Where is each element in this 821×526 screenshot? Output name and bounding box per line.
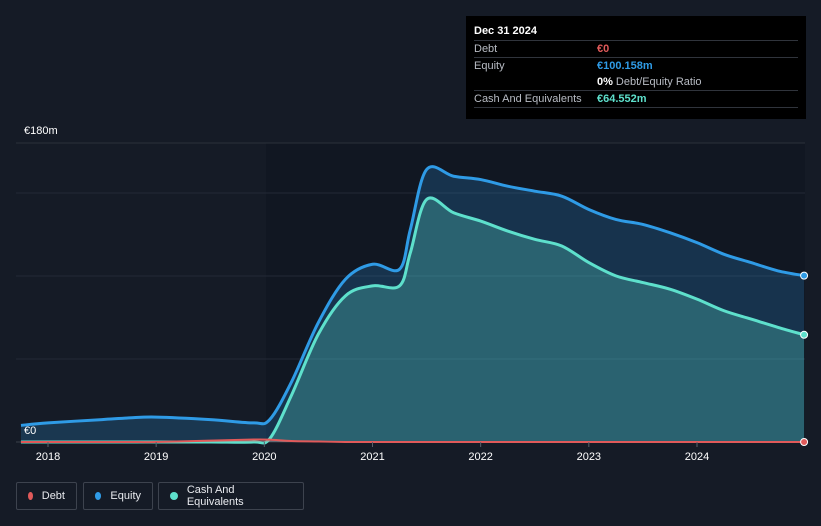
tooltip-row-cash: Cash And Equivalents €64.552m [474, 90, 798, 108]
tooltip-date: Dec 31 2024 [474, 25, 537, 37]
equity-line [20, 165, 805, 427]
tooltip-row-ratio: 0% Debt/Equity Ratio [474, 74, 798, 90]
tooltip-ratio-value: 0% [597, 76, 613, 88]
tooltip-debt-label: Debt [474, 43, 498, 55]
x-tick-label: 2020 [252, 451, 276, 463]
tooltip-debt-value: €0 [597, 43, 610, 55]
tooltip-ratio-label: Debt/Equity Ratio [615, 76, 702, 88]
equity-area [20, 166, 805, 443]
legend-cash[interactable]: Cash And Equivalents [158, 482, 304, 510]
debt-line [20, 438, 805, 444]
y-tick-max: €180m [24, 125, 58, 137]
tooltip-panel: Dec 31 2024 Debt €0 Equity €100.158m 0% … [466, 16, 806, 119]
equity-end-point[interactable] [800, 271, 809, 280]
x-tick-label: 2024 [685, 451, 709, 463]
legend-equity-dot [95, 492, 102, 500]
cash-and-equivalents-area [20, 197, 805, 444]
tooltip-row-debt: Debt €0 [474, 40, 798, 57]
tooltip-equity-value: €100.158m [597, 60, 653, 72]
legend-debt-label: Debt [41, 490, 65, 502]
tooltip-cash-value: €64.552m [597, 93, 647, 105]
x-tick-label: 2023 [577, 451, 601, 463]
x-tick-label: 2021 [360, 451, 384, 463]
tooltip-equity-label: Equity [474, 60, 505, 72]
tooltip-cash-label: Cash And Equivalents [474, 93, 582, 105]
y-tick-zero: €0 [24, 425, 37, 437]
debt-end-point[interactable] [800, 438, 809, 446]
legend-cash-dot [170, 492, 178, 500]
x-tick-label: 2018 [36, 451, 60, 463]
legend-equity-label: Equity [110, 490, 141, 502]
cash-and-equivalents-end-point[interactable] [800, 330, 809, 339]
legend-debt[interactable]: Debt [16, 482, 77, 510]
tooltip-row-equity: Equity €100.158m [474, 57, 798, 74]
legend-equity[interactable]: Equity [83, 482, 153, 510]
tooltip-ratio-spacer [474, 74, 597, 90]
legend-cash-label: Cash And Equivalents [186, 484, 244, 508]
x-tick-label: 2022 [468, 451, 492, 463]
legend-debt-dot [28, 492, 33, 500]
x-tick-label: 2019 [144, 451, 168, 463]
